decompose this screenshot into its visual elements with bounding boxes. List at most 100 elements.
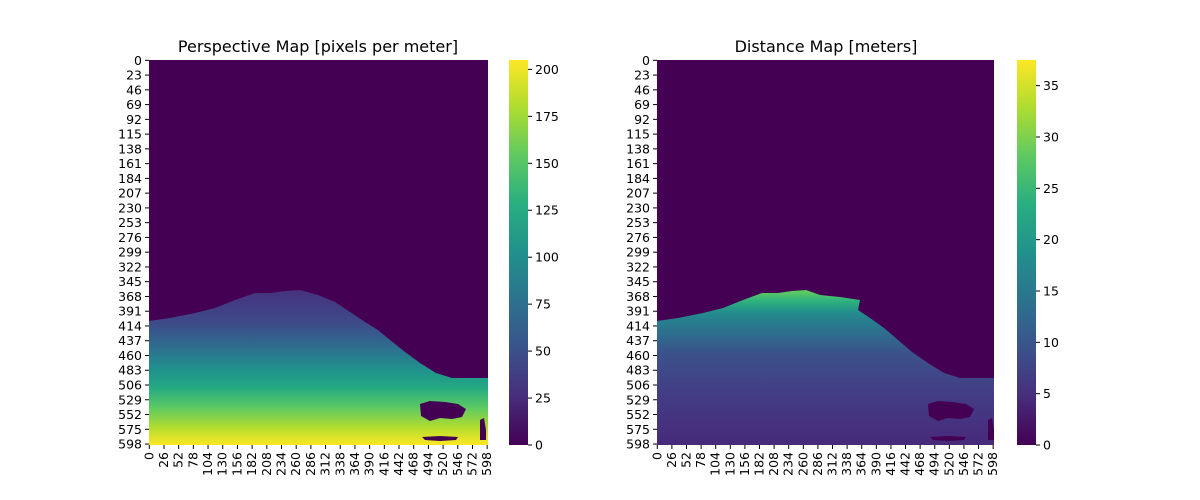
colorbar-ticks: 0 25 50 75 100 125 150 175 200 bbox=[528, 62, 559, 453]
y-tick-label: 391 bbox=[118, 304, 142, 319]
y-tick-label: 299 bbox=[626, 245, 650, 260]
x-tick-label: 208 bbox=[766, 452, 781, 476]
x-tick-label: 338 bbox=[332, 452, 347, 476]
x-tick-label: 260 bbox=[795, 452, 810, 476]
island-blob bbox=[480, 418, 486, 440]
y-tick-label: 414 bbox=[626, 318, 650, 333]
x-tick-label: 520 bbox=[435, 452, 450, 476]
y-tick-label: 23 bbox=[634, 68, 650, 83]
x-tick-label: 598 bbox=[985, 452, 1000, 476]
x-tick-label: 468 bbox=[406, 452, 421, 476]
y-tick-label: 115 bbox=[118, 127, 142, 142]
y-tick-label: 207 bbox=[626, 186, 650, 201]
y-tick-label: 253 bbox=[118, 215, 142, 230]
y-tick-label: 598 bbox=[626, 437, 650, 452]
y-tick-label: 115 bbox=[626, 127, 650, 142]
x-tick-label: 416 bbox=[883, 452, 898, 476]
x-tick-label: 0 bbox=[649, 452, 664, 460]
y-tick-label: 345 bbox=[118, 274, 142, 289]
y-tick-label: 345 bbox=[626, 274, 650, 289]
x-tick-label: 442 bbox=[391, 452, 406, 476]
y-tick-label: 460 bbox=[118, 348, 142, 363]
y-tick-label: 69 bbox=[634, 97, 650, 112]
x-tick-label: 0 bbox=[141, 452, 156, 460]
y-tick-label: 138 bbox=[118, 141, 142, 156]
y-tick-label: 368 bbox=[118, 289, 142, 304]
x-tick-label: 156 bbox=[229, 452, 244, 476]
y-tick-label: 0 bbox=[134, 53, 142, 68]
heatmap-area bbox=[657, 60, 994, 445]
colorbar bbox=[509, 60, 528, 445]
x-tick-label: 390 bbox=[868, 452, 883, 476]
y-tick-label: 391 bbox=[626, 304, 650, 319]
y-tick-label: 230 bbox=[626, 200, 650, 215]
y-tick-label: 322 bbox=[118, 259, 142, 274]
colorbar-tick-label: 0 bbox=[1043, 438, 1051, 453]
y-tick-label: 0 bbox=[642, 53, 650, 68]
y-axis-ticks: 0234669921151381611842072302532762993223… bbox=[626, 53, 657, 452]
x-tick-label: 52 bbox=[678, 452, 693, 468]
x-tick-label: 572 bbox=[971, 452, 986, 476]
x-tick-label: 364 bbox=[854, 452, 869, 476]
y-tick-label: 92 bbox=[126, 112, 142, 127]
x-tick-label: 312 bbox=[318, 452, 333, 476]
y-tick-label: 506 bbox=[626, 378, 650, 393]
y-tick-label: 483 bbox=[626, 363, 650, 378]
x-tick-label: 286 bbox=[303, 452, 318, 476]
y-tick-label: 529 bbox=[626, 392, 650, 407]
chart-title: Distance Map [meters] bbox=[735, 37, 918, 56]
y-tick-label: 276 bbox=[118, 230, 142, 245]
colorbar-tick-label: 10 bbox=[1043, 335, 1059, 350]
x-tick-label: 104 bbox=[200, 452, 215, 476]
x-tick-label: 520 bbox=[941, 452, 956, 476]
y-tick-label: 483 bbox=[118, 363, 142, 378]
y-tick-label: 552 bbox=[626, 407, 650, 422]
y-tick-label: 575 bbox=[118, 422, 142, 437]
y-tick-label: 184 bbox=[118, 171, 142, 186]
colorbar-tick-label: 175 bbox=[535, 109, 559, 124]
island-blob bbox=[422, 436, 458, 441]
x-tick-label: 494 bbox=[927, 452, 942, 476]
x-tick-label: 26 bbox=[664, 452, 679, 468]
y-tick-label: 529 bbox=[118, 392, 142, 407]
x-tick-label: 234 bbox=[781, 452, 796, 476]
y-tick-label: 437 bbox=[118, 333, 142, 348]
y-tick-label: 368 bbox=[626, 289, 650, 304]
x-tick-label: 494 bbox=[420, 452, 435, 476]
water-region bbox=[392, 310, 488, 378]
x-tick-label: 364 bbox=[347, 452, 362, 476]
colorbar-tick-label: 35 bbox=[1043, 78, 1059, 93]
y-axis-ticks: 0234669921151381611842072302532762993223… bbox=[118, 53, 149, 452]
y-tick-label: 299 bbox=[118, 245, 142, 260]
y-tick-label: 161 bbox=[626, 156, 650, 171]
colorbar-tick-label: 15 bbox=[1043, 284, 1059, 299]
x-axis-ticks: 0 26 52 78 104 130 156 182 208 234 260 286 312 338 364… bbox=[141, 445, 494, 476]
y-tick-label: 437 bbox=[626, 333, 650, 348]
x-tick-label: 416 bbox=[376, 452, 391, 476]
x-tick-label: 260 bbox=[288, 452, 303, 476]
colorbar-tick-label: 5 bbox=[1043, 386, 1051, 401]
x-tick-label: 572 bbox=[464, 452, 479, 476]
ground-region bbox=[149, 290, 488, 445]
y-tick-label: 92 bbox=[634, 112, 650, 127]
x-tick-label: 130 bbox=[215, 452, 230, 476]
colorbar-tick-label: 200 bbox=[535, 62, 559, 77]
x-tick-label: 338 bbox=[839, 452, 854, 476]
x-tick-label: 104 bbox=[708, 452, 723, 476]
x-tick-label: 78 bbox=[693, 452, 708, 468]
y-tick-label: 69 bbox=[126, 97, 142, 112]
x-tick-label: 182 bbox=[244, 452, 259, 476]
colorbar bbox=[1017, 60, 1036, 445]
colorbar-tick-label: 25 bbox=[535, 391, 551, 406]
x-tick-label: 52 bbox=[171, 452, 186, 468]
perspective-map-panel: Perspective Map [pixels per meter] 0 26 52… bbox=[118, 37, 559, 476]
colorbar-tick-label: 0 bbox=[535, 438, 543, 453]
y-tick-label: 138 bbox=[626, 141, 650, 156]
x-tick-label: 208 bbox=[259, 452, 274, 476]
y-tick-label: 207 bbox=[118, 186, 142, 201]
x-tick-label: 546 bbox=[956, 452, 971, 476]
y-tick-label: 23 bbox=[126, 68, 142, 83]
heatmap-area bbox=[149, 60, 488, 445]
colorbar-tick-label: 150 bbox=[535, 156, 559, 171]
